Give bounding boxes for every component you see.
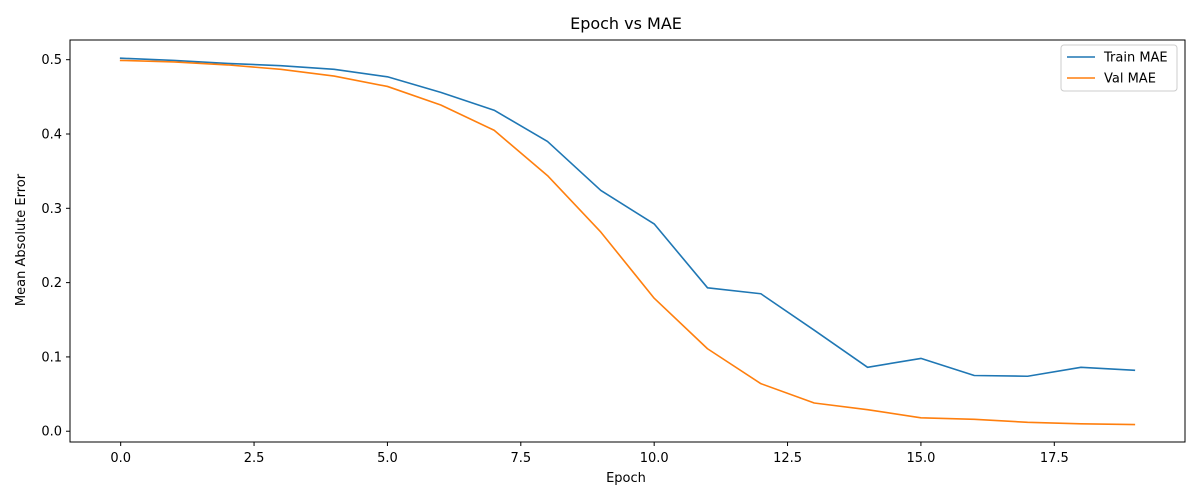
x-tick-label: 12.5 (773, 451, 802, 466)
x-axis-label: Epoch (606, 471, 646, 486)
y-axis-label: Mean Absolute Error (14, 173, 29, 306)
plot-frame (69, 39, 1186, 443)
y-tick-label: 0.3 (41, 202, 62, 217)
y-tick-label: 0.1 (41, 350, 62, 365)
legend: Train MAE Val MAE (1060, 44, 1178, 92)
x-tick-label: 17.5 (1040, 451, 1069, 466)
plot-area: 0.0 2.5 5.0 7.5 10.0 12.5 15.0 17.5 0.0 0.1 0.2 0.3… (41, 39, 1186, 466)
y-tick-label: 0.2 (41, 276, 62, 291)
x-tick-label: 7.5 (510, 451, 531, 466)
y-tick-label: 0.4 (41, 127, 62, 142)
x-tick-label: 5.0 (377, 451, 398, 466)
y-tick-label: 0.0 (41, 425, 62, 440)
x-tick-label: 0.0 (110, 451, 131, 466)
series-line-val-mae (119, 59, 1136, 426)
x-tick-label: 15.0 (906, 451, 935, 466)
legend-label-train-mae: Train MAE (1103, 51, 1168, 66)
legend-label-val-mae: Val MAE (1104, 72, 1156, 87)
chart-title: Epoch vs MAE (570, 14, 682, 33)
series-line-train-mae (119, 57, 1136, 378)
y-tick-label: 0.5 (41, 53, 62, 68)
x-tick-label: 2.5 (244, 451, 265, 466)
x-tick-label: 10.0 (640, 451, 669, 466)
